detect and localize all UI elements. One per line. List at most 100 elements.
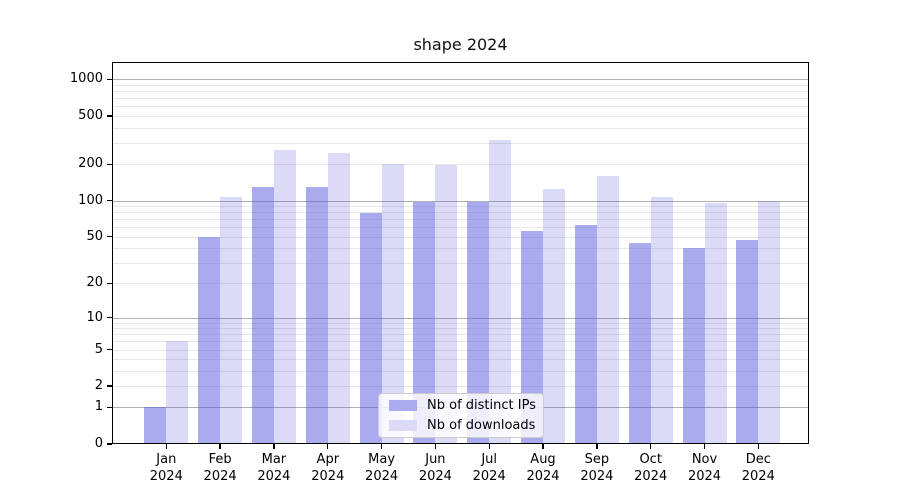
bar-distinct-ips-jul xyxy=(467,202,490,444)
y-tick xyxy=(107,163,112,165)
y-tick-label: 5 xyxy=(94,341,103,357)
y-tick xyxy=(107,78,112,81)
y-tick xyxy=(107,406,112,409)
x-tick-label-feb: Feb 2024 xyxy=(203,452,237,484)
gridline-minor xyxy=(112,116,809,117)
bar-distinct-ips-may xyxy=(359,213,382,444)
x-tick xyxy=(165,444,167,449)
plot-area: Nb of distinct IPs Nb of downloads xyxy=(112,62,809,444)
x-tick-label-nov: Nov 2024 xyxy=(687,452,722,484)
bar-downloads-nov xyxy=(704,203,727,444)
gridline-minor xyxy=(112,262,809,264)
y-tick-label: 20 xyxy=(86,275,103,291)
y-tick-label: 500 xyxy=(78,108,103,123)
gridline-minor xyxy=(112,142,809,144)
x-tick xyxy=(757,444,759,449)
bar-distinct-ips-jan xyxy=(144,407,167,444)
bar-downloads-aug xyxy=(543,188,565,444)
y-tick-label: 0 xyxy=(94,436,103,451)
legend: Nb of distinct IPs Nb of downloads xyxy=(378,393,544,438)
gridline-minor xyxy=(112,236,809,238)
gridline-minor xyxy=(112,98,809,100)
gridline-minor xyxy=(112,164,809,166)
gridline-major xyxy=(112,200,809,202)
gridline-minor xyxy=(112,349,809,351)
y-tick-label: 200 xyxy=(78,156,103,172)
x-tick xyxy=(273,444,275,449)
gridline-minor xyxy=(112,212,809,214)
y-tick-label: 1000 xyxy=(69,71,103,87)
x-tick xyxy=(380,444,383,449)
legend-swatch-distinct-ips xyxy=(389,400,417,411)
bar-downloads-oct xyxy=(650,196,673,444)
gridline-minor xyxy=(112,248,809,249)
x-tick-label-dec: Dec 2024 xyxy=(741,452,775,484)
bar-downloads-sep xyxy=(596,175,619,444)
x-tick-label-jun: Jun 2024 xyxy=(418,452,452,484)
y-tick xyxy=(107,235,112,238)
gridline-minor xyxy=(112,106,809,108)
y-tick-label: 2 xyxy=(94,378,103,393)
bar-distinct-ips-dec xyxy=(736,239,759,444)
gridline-minor xyxy=(112,328,809,330)
chart-title: shape 2024 xyxy=(413,35,508,54)
y-tick-label: 1 xyxy=(94,399,103,415)
x-tick xyxy=(596,444,598,449)
gridline-minor xyxy=(112,227,809,229)
gridline-minor xyxy=(112,219,809,221)
bar-downloads-jul xyxy=(489,139,512,444)
x-tick-label-oct: Oct 2024 xyxy=(634,452,668,484)
bar-downloads-dec xyxy=(758,200,781,444)
bar-distinct-ips-sep xyxy=(574,225,597,444)
gridline-minor xyxy=(112,370,809,372)
y-tick xyxy=(107,385,112,387)
x-tick xyxy=(488,444,490,449)
x-tick-label-apr: Apr 2024 xyxy=(311,452,345,484)
gridline-minor xyxy=(112,127,809,129)
y-tick xyxy=(107,282,112,285)
legend-label-downloads: Nb of downloads xyxy=(427,418,536,433)
bar-downloads-jan xyxy=(166,341,189,444)
x-tick xyxy=(219,444,221,449)
gridline-minor xyxy=(112,85,809,86)
x-tick xyxy=(434,444,437,449)
bar-downloads-jun xyxy=(435,165,458,444)
bar-distinct-ips-jun xyxy=(413,202,436,444)
bar-distinct-ips-apr xyxy=(305,186,328,444)
gridline-minor xyxy=(112,359,809,361)
y-tick xyxy=(107,348,112,351)
bar-downloads-feb xyxy=(220,196,243,444)
legend-label-distinct-ips: Nb of distinct IPs xyxy=(427,398,536,413)
y-tick-label: 100 xyxy=(78,192,103,208)
y-tick-label: 50 xyxy=(86,228,103,244)
y-tick xyxy=(107,199,112,202)
x-tick xyxy=(542,444,544,449)
x-tick xyxy=(703,444,706,449)
gridline-major xyxy=(112,79,809,81)
legend-item-distinct-ips: Nb of distinct IPs xyxy=(379,397,543,414)
gridline-minor xyxy=(112,206,809,207)
gridline-minor xyxy=(112,386,809,387)
x-tick-label-aug: Aug 2024 xyxy=(526,452,560,484)
y-tick xyxy=(107,443,112,445)
x-tick-label-jan: Jan 2024 xyxy=(149,452,183,484)
gridline-minor xyxy=(112,322,809,324)
y-tick xyxy=(107,316,112,319)
gridline-major xyxy=(112,317,809,319)
bar-distinct-ips-oct xyxy=(628,243,651,444)
bar-distinct-ips-aug xyxy=(521,230,543,444)
gridline-minor xyxy=(112,334,809,336)
x-tick-label-mar: Mar 2024 xyxy=(257,452,291,484)
y-tick xyxy=(107,115,112,117)
bar-downloads-mar xyxy=(273,150,296,444)
x-tick xyxy=(650,444,652,449)
bar-distinct-ips-nov xyxy=(682,248,705,444)
x-tick-label-jul: Jul 2024 xyxy=(472,452,506,484)
x-tick xyxy=(327,444,329,449)
gridline-minor xyxy=(112,91,809,93)
bar-distinct-ips-feb xyxy=(198,236,221,444)
gridline-minor xyxy=(112,283,809,285)
bar-downloads-apr xyxy=(327,153,350,444)
bar-downloads-may xyxy=(381,164,404,444)
